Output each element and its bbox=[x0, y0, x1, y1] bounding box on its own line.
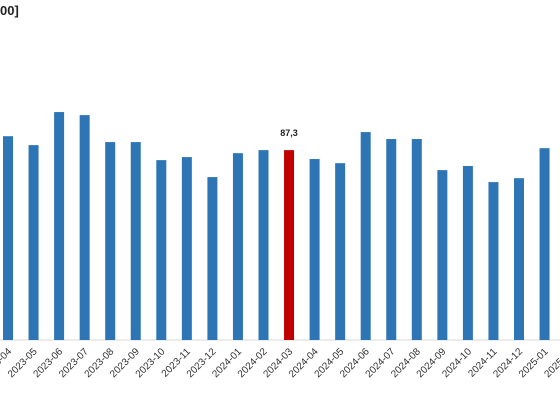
bar bbox=[335, 163, 346, 340]
bar bbox=[130, 142, 141, 340]
bar bbox=[3, 136, 13, 340]
bar bbox=[514, 178, 524, 340]
bar bbox=[284, 150, 295, 340]
bar bbox=[488, 182, 499, 340]
bar bbox=[232, 153, 243, 340]
bar bbox=[309, 159, 320, 340]
bar bbox=[28, 145, 39, 340]
bar bbox=[411, 139, 422, 340]
bar bbox=[156, 160, 167, 340]
bar bbox=[181, 157, 192, 340]
bar bbox=[258, 150, 269, 340]
bar bbox=[79, 115, 90, 340]
bar bbox=[54, 112, 65, 340]
bar bbox=[386, 139, 397, 340]
chart-title: 00] bbox=[0, 3, 19, 18]
bar bbox=[539, 148, 550, 340]
bar bbox=[207, 177, 218, 340]
bar bbox=[360, 132, 371, 340]
bar bbox=[105, 142, 116, 340]
value-label: 87,3 bbox=[280, 128, 298, 138]
bar bbox=[462, 166, 473, 340]
bar bbox=[437, 170, 448, 340]
